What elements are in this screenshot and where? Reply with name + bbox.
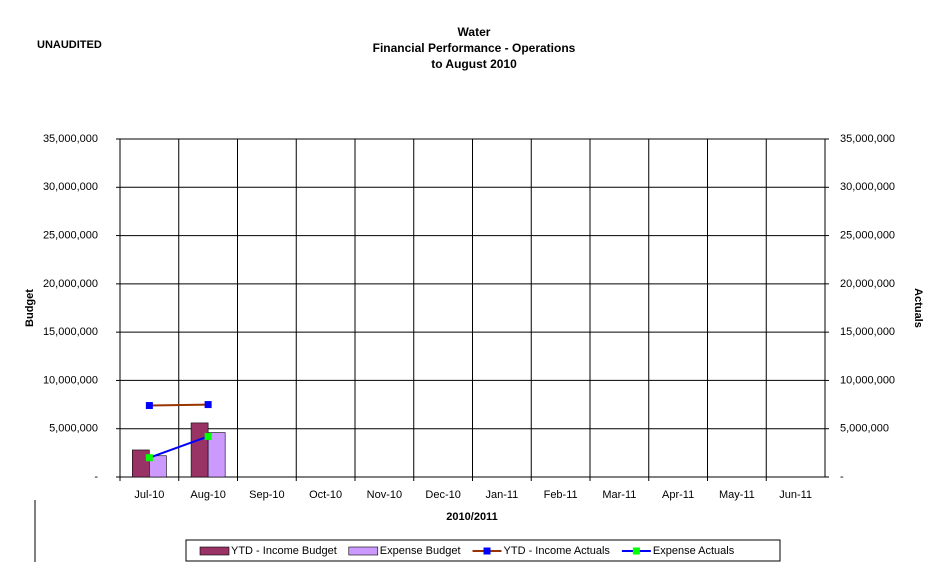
y2-tick-label: 10,000,000	[840, 374, 895, 386]
x-tick-label: Jun-11	[779, 489, 812, 501]
y2-tick-label: 35,000,000	[840, 133, 895, 145]
x-axis-label: 2010/2011	[446, 511, 497, 523]
y-tick-label: 5,000,000	[49, 423, 98, 435]
y-axis-label: Budget	[24, 289, 36, 327]
legend-marker	[632, 547, 640, 555]
chart-title: Water	[458, 25, 491, 39]
line	[149, 435, 209, 459]
chart-title: Financial Performance - Operations	[373, 41, 576, 55]
legend-label: YTD - Income Budget	[231, 545, 337, 557]
chart-title: to August 2010	[431, 57, 517, 71]
x-tick-label: Aug-10	[190, 489, 225, 501]
y2-axis-label: Actuals	[912, 288, 924, 328]
y2-tick-label: 30,000,000	[840, 181, 895, 193]
x-tick-label: May-11	[719, 489, 755, 501]
bar	[149, 455, 167, 478]
bar	[207, 432, 226, 478]
y-tick-label: 10,000,000	[43, 374, 98, 386]
y2-tick-label: 5,000,000	[840, 423, 889, 435]
x-tick-label: Sep-10	[249, 489, 284, 501]
y-tick-label: 35,000,000	[43, 133, 98, 145]
y-tick-label: 25,000,000	[43, 229, 98, 241]
bar	[132, 449, 150, 478]
y2-tick-label: 15,000,000	[840, 326, 895, 338]
x-tick-label: Jul-10	[134, 489, 164, 501]
x-tick-label: Oct-10	[309, 489, 342, 501]
marker	[204, 432, 212, 440]
y-tick-label: 20,000,000	[43, 278, 98, 290]
legend-label: YTD - Income Actuals	[504, 545, 611, 557]
legend-label: Expense Actuals	[653, 545, 735, 557]
y2-tick-label: 20,000,000	[840, 278, 895, 290]
legend-swatch	[348, 546, 379, 556]
y-tick-label: -	[94, 471, 98, 483]
y2-tick-label: 25,000,000	[840, 229, 895, 241]
legend-marker	[483, 547, 491, 555]
y-tick-label: 15,000,000	[43, 326, 98, 338]
x-tick-label: Feb-11	[544, 489, 578, 501]
x-tick-label: Mar-11	[602, 489, 636, 501]
y-tick-label: 30,000,000	[43, 181, 98, 193]
x-tick-label: Dec-10	[425, 489, 460, 501]
marker	[145, 402, 153, 410]
x-tick-label: Apr-11	[662, 489, 694, 501]
bar	[190, 422, 209, 478]
line	[149, 403, 209, 407]
annotation: UNAUDITED	[37, 39, 102, 51]
legend-label: Expense Budget	[380, 545, 461, 557]
marker	[204, 401, 212, 409]
x-tick-label: Jan-11	[485, 489, 518, 501]
marker	[145, 454, 153, 462]
y2-tick-label: -	[840, 471, 844, 483]
legend-swatch	[199, 546, 230, 556]
x-tick-label: Nov-10	[367, 489, 402, 501]
